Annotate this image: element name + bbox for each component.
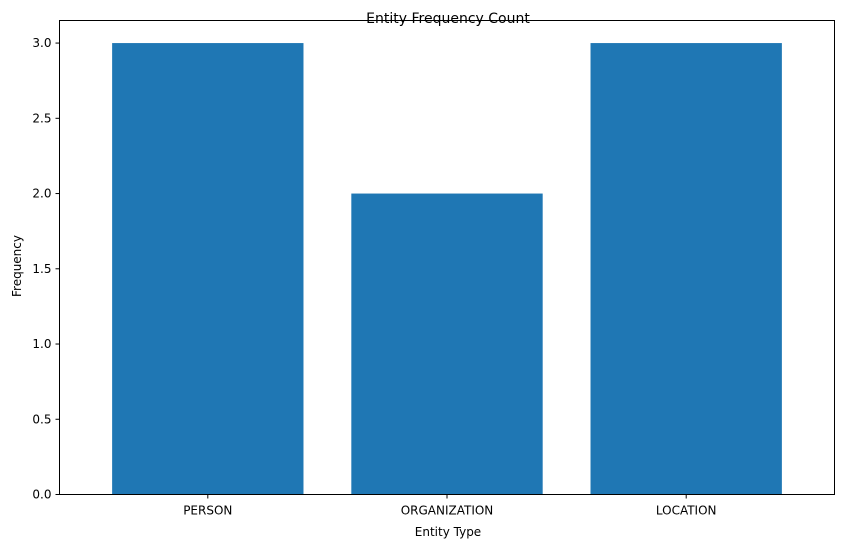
plot-frame bbox=[59, 20, 835, 495]
x-axis-title: Entity Type bbox=[415, 525, 481, 539]
x-tick-label: PERSON bbox=[183, 504, 232, 518]
x-axis-ticks: PERSON ORGANIZATION LOCATION bbox=[183, 494, 717, 518]
bars-group bbox=[112, 43, 782, 495]
y-tick-label: 1.0 bbox=[32, 337, 51, 351]
bar-person bbox=[112, 43, 304, 495]
x-tick-label: LOCATION bbox=[656, 504, 717, 518]
x-tick-label: ORGANIZATION bbox=[401, 504, 494, 518]
y-axis-ticks: 0.0 0.5 1.0 1.5 2.0 2.5 3.0 bbox=[32, 36, 60, 502]
y-axis-title: Frequency bbox=[10, 235, 24, 297]
y-tick-label: 2.5 bbox=[32, 111, 51, 125]
y-tick-label: 3.0 bbox=[32, 36, 51, 50]
y-tick-label: 2.0 bbox=[32, 187, 51, 201]
bar-location bbox=[590, 43, 782, 495]
chart-title: Entity Frequency Count bbox=[366, 11, 530, 27]
y-tick-label: 1.5 bbox=[32, 262, 51, 276]
bar-organization bbox=[351, 193, 543, 495]
y-tick-label: 0.0 bbox=[32, 488, 51, 502]
y-tick-label: 0.5 bbox=[32, 412, 51, 426]
